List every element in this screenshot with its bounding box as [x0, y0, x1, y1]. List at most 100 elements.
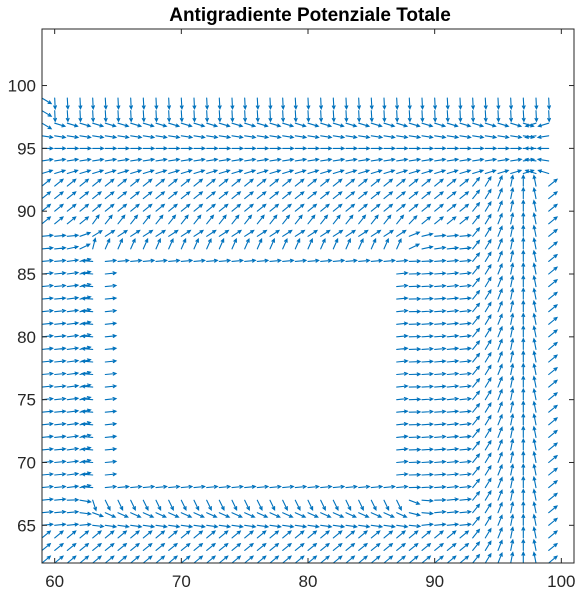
field-arrow: [484, 263, 492, 275]
field-arrow: [459, 422, 472, 426]
field-arrow: [383, 178, 394, 187]
field-arrow: [54, 422, 67, 426]
field-arrow: [80, 459, 94, 464]
field-arrow: [536, 157, 550, 162]
field-arrow: [168, 484, 181, 489]
field-arrow: [41, 321, 54, 326]
field-arrow: [41, 308, 54, 313]
field-arrow: [434, 157, 447, 162]
field-arrow: [383, 258, 396, 263]
field-arrow: [332, 214, 341, 225]
field-arrow: [206, 203, 217, 212]
field-arrow: [446, 422, 460, 426]
field-arrow: [472, 227, 481, 237]
field-arrow: [104, 530, 115, 539]
field-arrow: [345, 542, 356, 551]
field-arrow: [446, 233, 460, 238]
field-arrow: [510, 450, 515, 464]
field-arrow: [497, 451, 503, 464]
field-arrow: [459, 484, 472, 489]
field-arrow: [218, 542, 229, 551]
field-arrow: [244, 146, 257, 151]
field-arrow: [244, 512, 256, 518]
field-arrow: [78, 110, 83, 123]
field-arrow: [104, 258, 118, 263]
field-arrow: [420, 110, 425, 123]
field-arrow: [484, 489, 492, 501]
field-arrow: [155, 237, 161, 250]
field-arrow: [218, 135, 232, 139]
field-arrow: [510, 186, 515, 200]
field-arrow: [92, 237, 97, 250]
field-arrow: [510, 174, 515, 187]
field-arrow: [54, 321, 67, 326]
field-arrow: [472, 390, 481, 401]
field-arrow: [130, 555, 141, 564]
field-arrow: [206, 229, 217, 237]
field-arrow: [206, 146, 219, 151]
field-arrow: [446, 359, 460, 364]
field-arrow: [332, 499, 339, 511]
field-arrow: [332, 237, 339, 250]
field-arrow: [484, 552, 492, 564]
field-arrow: [129, 110, 133, 123]
field-arrow: [130, 237, 136, 250]
field-arrow: [168, 530, 178, 539]
field-arrow: [332, 512, 345, 518]
field-arrow: [54, 258, 67, 263]
field-arrow: [255, 97, 260, 111]
field-arrow: [510, 146, 523, 151]
field-arrow: [142, 122, 155, 128]
field-arrow: [231, 542, 242, 551]
field-arrow: [484, 314, 492, 325]
field-arrow: [41, 169, 54, 175]
field-arrow: [231, 512, 243, 518]
field-arrow: [497, 187, 503, 200]
field-arrow: [459, 191, 470, 200]
field-arrow: [130, 203, 141, 212]
field-arrow: [497, 300, 503, 313]
field-arrow: [41, 246, 54, 251]
field-arrow: [79, 203, 90, 212]
field-arrow: [104, 447, 118, 452]
field-arrow: [155, 169, 168, 175]
field-arrow: [117, 169, 130, 175]
field-arrow: [269, 135, 282, 139]
field-arrow: [180, 146, 194, 151]
field-arrow: [408, 203, 419, 212]
field-arrow: [532, 362, 537, 376]
field-arrow: [244, 191, 254, 200]
field-arrow: [168, 229, 179, 237]
field-arrow: [307, 484, 320, 489]
field-arrow: [206, 524, 219, 529]
field-arrow: [358, 146, 371, 151]
field-arrow: [521, 538, 526, 551]
field-arrow: [193, 214, 202, 225]
field-arrow: [497, 157, 510, 162]
field-arrow: [408, 122, 421, 128]
field-arrow: [383, 135, 396, 139]
field-arrow: [396, 178, 406, 187]
field-arrow: [510, 488, 515, 501]
field-arrow: [155, 499, 162, 511]
y-tick-label: 85: [17, 265, 36, 284]
field-arrow: [142, 484, 156, 489]
field-arrow: [206, 542, 216, 551]
field-arrow: [446, 216, 457, 225]
field-arrow: [521, 312, 526, 325]
field-arrow: [396, 146, 409, 151]
field-arrow: [231, 203, 242, 212]
field-arrow: [532, 425, 537, 438]
field-arrow: [218, 122, 231, 128]
field-arrow: [54, 178, 64, 187]
field-arrow: [117, 135, 130, 139]
field-arrow: [218, 499, 225, 511]
field-arrow: [307, 178, 318, 187]
field-arrow: [180, 178, 191, 187]
field-arrow: [459, 246, 472, 251]
field-arrow: [41, 135, 54, 139]
field-arrow: [497, 539, 503, 551]
field-arrow: [434, 555, 445, 564]
field-arrow: [370, 122, 383, 128]
field-arrow: [446, 346, 460, 351]
